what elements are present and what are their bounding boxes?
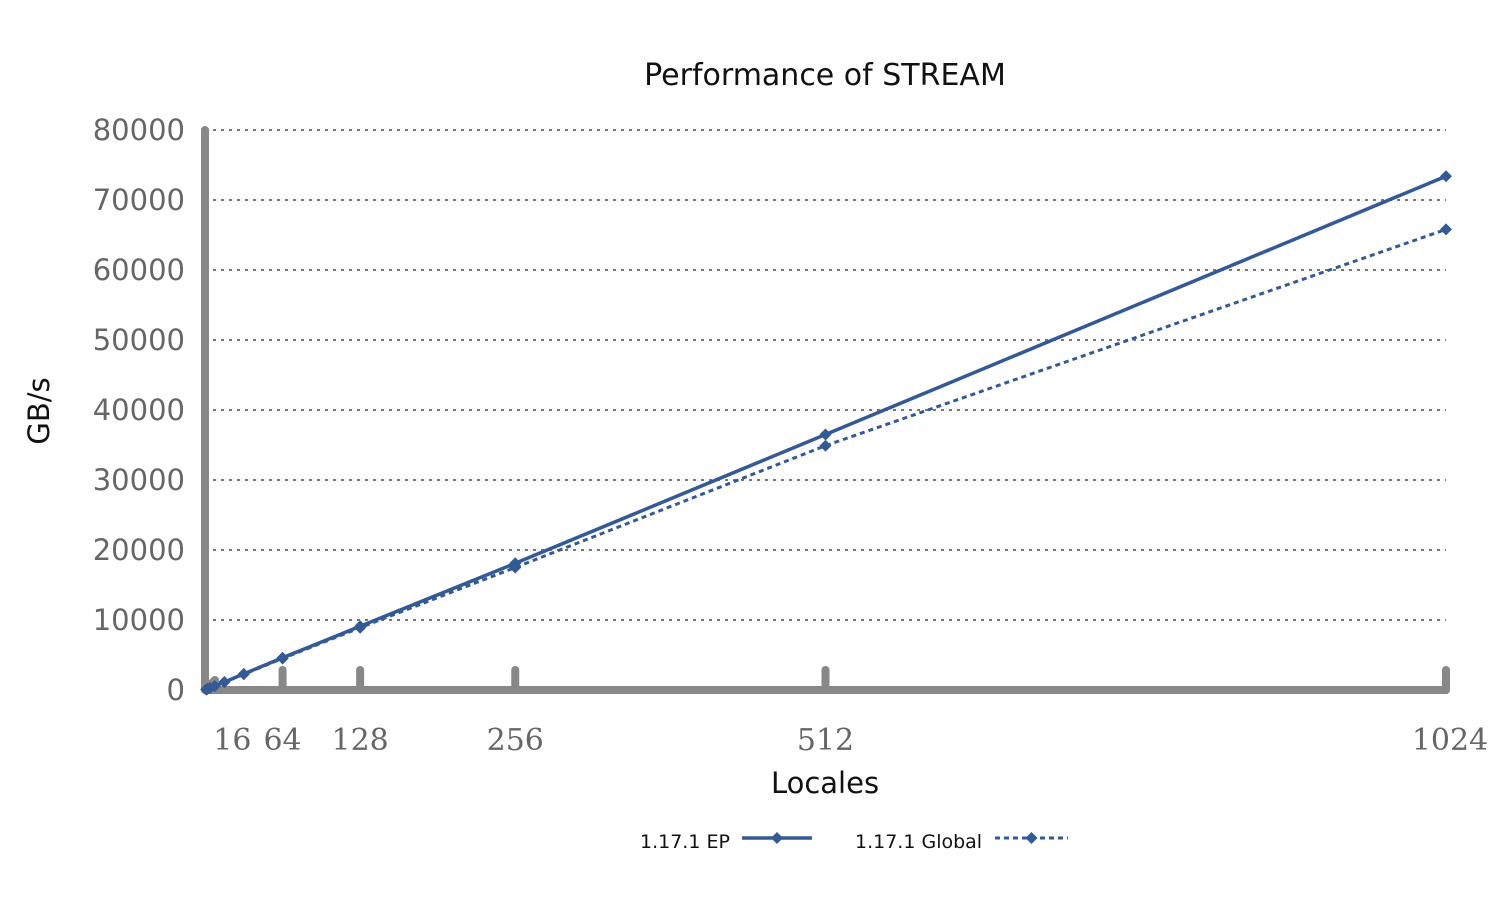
chart-title: Performance of STREAM — [644, 58, 1006, 93]
x-tick-label: 16 — [213, 723, 251, 758]
data-point — [819, 428, 832, 441]
y-tick-label: 70000 — [93, 183, 185, 217]
x-tick-label: 64 — [263, 723, 301, 758]
y-axis-label: GB/s — [22, 377, 56, 444]
data-point — [509, 561, 522, 574]
y-tick-label: 0 — [167, 673, 185, 707]
y-tick-label: 20000 — [93, 533, 185, 567]
y-tick-label: 10000 — [93, 603, 185, 637]
data-point — [1440, 170, 1452, 183]
x-tick-label: 256 — [487, 723, 544, 758]
series-line-1 — [205, 227, 1447, 691]
data-point — [819, 439, 832, 452]
legend-label: 1.17.1 EP — [640, 831, 730, 853]
y-tick-label: 50000 — [93, 323, 185, 357]
data-point — [208, 680, 221, 693]
data-point — [276, 652, 289, 665]
data-point — [1440, 223, 1452, 236]
x-tick-label: 128 — [331, 723, 388, 758]
x-tick-label: 512 — [797, 723, 854, 758]
y-tick-label: 40000 — [93, 393, 185, 427]
y-tick-labels: 0 10000 20000 30000 40000 50000 60000 70000 8000… — [93, 113, 185, 707]
series-group — [200, 170, 1452, 696]
x-tick-label: 1024 — [1412, 723, 1488, 758]
gridlines — [205, 129, 1446, 621]
legend-label: 1.17.1 Global — [855, 831, 982, 853]
legend: 1.17.1 EP 1.17.1 Global — [640, 831, 1068, 853]
legend-marker — [1025, 832, 1038, 844]
y-tick-label: 30000 — [93, 463, 185, 497]
legend-marker — [771, 832, 783, 844]
data-point — [218, 676, 231, 689]
data-point — [354, 621, 367, 634]
y-tick-label: 80000 — [93, 113, 185, 147]
x-axis-label: Locales — [771, 766, 879, 800]
data-point — [237, 668, 250, 681]
y-tick-label: 60000 — [93, 253, 185, 287]
x-tick-labels: 16 64 128 256 512 1024 — [213, 723, 1488, 758]
